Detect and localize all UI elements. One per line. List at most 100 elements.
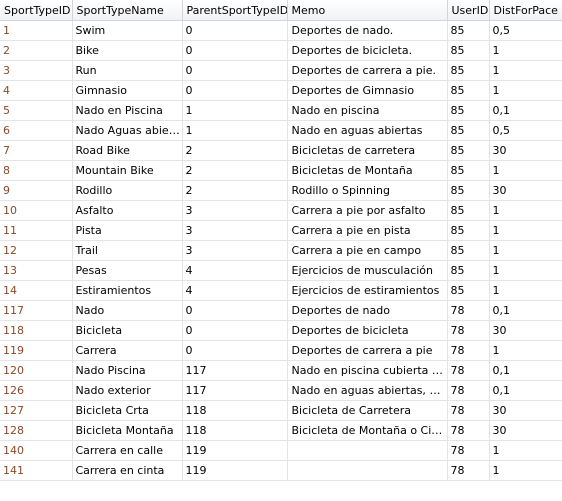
cell-sporttypename[interactable]: Carrera <box>72 340 183 361</box>
cell-sporttypename[interactable]: Bicicleta Crta <box>72 400 183 421</box>
cell-distforpace[interactable]: 1 <box>489 460 562 481</box>
cell-sporttypename[interactable]: Estiramientos <box>72 280 183 301</box>
cell-distforpace[interactable]: 0,1 <box>489 100 562 121</box>
cell-distforpace[interactable]: 30 <box>489 320 562 341</box>
cell-userid[interactable]: 78 <box>447 420 490 441</box>
cell-parentsporttypeid[interactable]: 119 <box>182 440 288 461</box>
column-header-sporttypeid[interactable]: SportTypeID <box>0 0 73 21</box>
cell-sporttypename[interactable]: Nado exterior <box>72 380 183 401</box>
table-row[interactable]: 140 Carrera en calle 119 78 1 <box>0 440 562 461</box>
cell-sporttypename[interactable]: Nado en Piscina <box>72 100 183 121</box>
cell-userid[interactable]: 85 <box>447 200 490 221</box>
cell-sporttypename[interactable]: Pesas <box>72 260 183 281</box>
cell-sporttypeid[interactable]: 11 <box>0 220 73 241</box>
cell-parentsporttypeid[interactable]: 3 <box>182 220 288 241</box>
cell-memo[interactable]: Carrera a pie en pista <box>287 220 448 241</box>
cell-parentsporttypeid[interactable]: 4 <box>182 260 288 281</box>
table-row[interactable]: 13 Pesas 4 Ejercicios de musculación 85 1 <box>0 260 562 281</box>
cell-userid[interactable]: 85 <box>447 260 490 281</box>
cell-userid[interactable]: 85 <box>447 20 490 41</box>
cell-userid[interactable]: 85 <box>447 80 490 101</box>
cell-parentsporttypeid[interactable]: 0 <box>182 20 288 41</box>
cell-userid[interactable]: 85 <box>447 220 490 241</box>
cell-parentsporttypeid[interactable]: 118 <box>182 400 288 421</box>
cell-parentsporttypeid[interactable]: 119 <box>182 460 288 481</box>
cell-sporttypeid[interactable]: 13 <box>0 260 73 281</box>
cell-sporttypename[interactable]: Nado Aguas abiertas <box>72 120 183 141</box>
cell-sporttypeid[interactable]: 140 <box>0 440 73 461</box>
cell-parentsporttypeid[interactable]: 3 <box>182 200 288 221</box>
table-row[interactable]: 10 Asfalto 3 Carrera a pie por asfalto 85 1 <box>0 200 562 221</box>
cell-distforpace[interactable]: 1 <box>489 200 562 221</box>
cell-sporttypeid[interactable]: 127 <box>0 400 73 421</box>
table-row[interactable]: 12 Trail 3 Carrera a pie en campo 85 1 <box>0 240 562 261</box>
cell-userid[interactable]: 85 <box>447 40 490 61</box>
cell-userid[interactable]: 85 <box>447 100 490 121</box>
cell-sporttypename[interactable]: Trail <box>72 240 183 261</box>
cell-sporttypeid[interactable]: 117 <box>0 300 73 321</box>
table-row[interactable]: 9 Rodillo 2 Rodillo o Spinning 85 30 <box>0 180 562 201</box>
cell-parentsporttypeid[interactable]: 117 <box>182 360 288 381</box>
cell-sporttypename[interactable]: Run <box>72 60 183 81</box>
cell-distforpace[interactable]: 1 <box>489 60 562 81</box>
cell-distforpace[interactable]: 1 <box>489 340 562 361</box>
cell-parentsporttypeid[interactable]: 1 <box>182 120 288 141</box>
cell-userid[interactable]: 78 <box>447 440 490 461</box>
table-row[interactable]: 119 Carrera 0 Deportes de carrera a pie 78 1 <box>0 340 562 361</box>
cell-userid[interactable]: 78 <box>447 340 490 361</box>
table-row[interactable]: 11 Pista 3 Carrera a pie en pista 85 1 <box>0 220 562 241</box>
cell-sporttypename[interactable]: Bicicleta <box>72 320 183 341</box>
cell-distforpace[interactable]: 30 <box>489 180 562 201</box>
table-row[interactable]: 1 Swim 0 Deportes de nado. 85 0,5 <box>0 20 562 41</box>
cell-memo[interactable]: Bicicleta de Carretera <box>287 400 448 421</box>
cell-memo[interactable]: Bicicleta de Montaña o Ciclocr... <box>287 420 448 441</box>
column-header-memo[interactable]: Memo <box>287 0 448 21</box>
cell-memo[interactable]: Deportes de nado. <box>287 20 448 41</box>
cell-distforpace[interactable]: 1 <box>489 80 562 101</box>
table-row[interactable]: 118 Bicicleta 0 Deportes de bicicleta 78 30 <box>0 320 562 341</box>
cell-parentsporttypeid[interactable]: 0 <box>182 80 288 101</box>
cell-sporttypeid[interactable]: 14 <box>0 280 73 301</box>
cell-memo[interactable]: Deportes de bicicleta. <box>287 40 448 61</box>
cell-userid[interactable]: 85 <box>447 180 490 201</box>
cell-sporttypeid[interactable]: 128 <box>0 420 73 441</box>
cell-parentsporttypeid[interactable]: 0 <box>182 320 288 341</box>
table-row[interactable]: 3 Run 0 Deportes de carrera a pie. 85 1 <box>0 60 562 81</box>
cell-parentsporttypeid[interactable]: 0 <box>182 300 288 321</box>
cell-parentsporttypeid[interactable]: 0 <box>182 40 288 61</box>
cell-parentsporttypeid[interactable]: 0 <box>182 340 288 361</box>
table-row[interactable]: 5 Nado en Piscina 1 Nado en piscina 85 0,1 <box>0 100 562 121</box>
cell-sporttypeid[interactable]: 7 <box>0 140 73 161</box>
cell-sporttypename[interactable]: Bicicleta Montaña <box>72 420 183 441</box>
cell-sporttypeid[interactable]: 118 <box>0 320 73 341</box>
cell-parentsporttypeid[interactable]: 2 <box>182 140 288 161</box>
cell-sporttypename[interactable]: Asfalto <box>72 200 183 221</box>
table-row[interactable]: 2 Bike 0 Deportes de bicicleta. 85 1 <box>0 40 562 61</box>
column-header-parentsporttypeid[interactable]: ParentSportTypeID <box>182 0 288 21</box>
cell-parentsporttypeid[interactable]: 118 <box>182 420 288 441</box>
cell-sporttypeid[interactable]: 120 <box>0 360 73 381</box>
cell-parentsporttypeid[interactable]: 3 <box>182 240 288 261</box>
table-row[interactable]: 8 Mountain Bike 2 Bicicletas de Montaña 85 1 <box>0 160 562 181</box>
cell-memo[interactable]: Bicicletas de carretera <box>287 140 448 161</box>
cell-sporttypename[interactable]: Carrera en calle <box>72 440 183 461</box>
table-row[interactable]: 126 Nado exterior 117 Nado en aguas abierta… <box>0 380 562 401</box>
cell-distforpace[interactable]: 1 <box>489 220 562 241</box>
column-header-distforpace[interactable]: DistForPace <box>489 0 562 21</box>
table-row[interactable]: 6 Nado Aguas abiertas 1 Nado en aguas abier… <box>0 120 562 141</box>
cell-sporttypeid[interactable]: 126 <box>0 380 73 401</box>
cell-parentsporttypeid[interactable]: 1 <box>182 100 288 121</box>
cell-sporttypeid[interactable]: 2 <box>0 40 73 61</box>
cell-memo[interactable]: Deportes de Gimnasio <box>287 80 448 101</box>
cell-sporttypeid[interactable]: 5 <box>0 100 73 121</box>
cell-sporttypename[interactable]: Rodillo <box>72 180 183 201</box>
cell-sporttypename[interactable]: Mountain Bike <box>72 160 183 181</box>
cell-distforpace[interactable]: 1 <box>489 260 562 281</box>
cell-distforpace[interactable]: 1 <box>489 440 562 461</box>
cell-sporttypeid[interactable]: 6 <box>0 120 73 141</box>
cell-memo[interactable]: Deportes de bicicleta <box>287 320 448 341</box>
cell-sporttypeid[interactable]: 9 <box>0 180 73 201</box>
cell-distforpace[interactable]: 0,5 <box>489 120 562 141</box>
column-header-sporttypename[interactable]: SportTypeName <box>72 0 183 21</box>
cell-userid[interactable]: 78 <box>447 300 490 321</box>
